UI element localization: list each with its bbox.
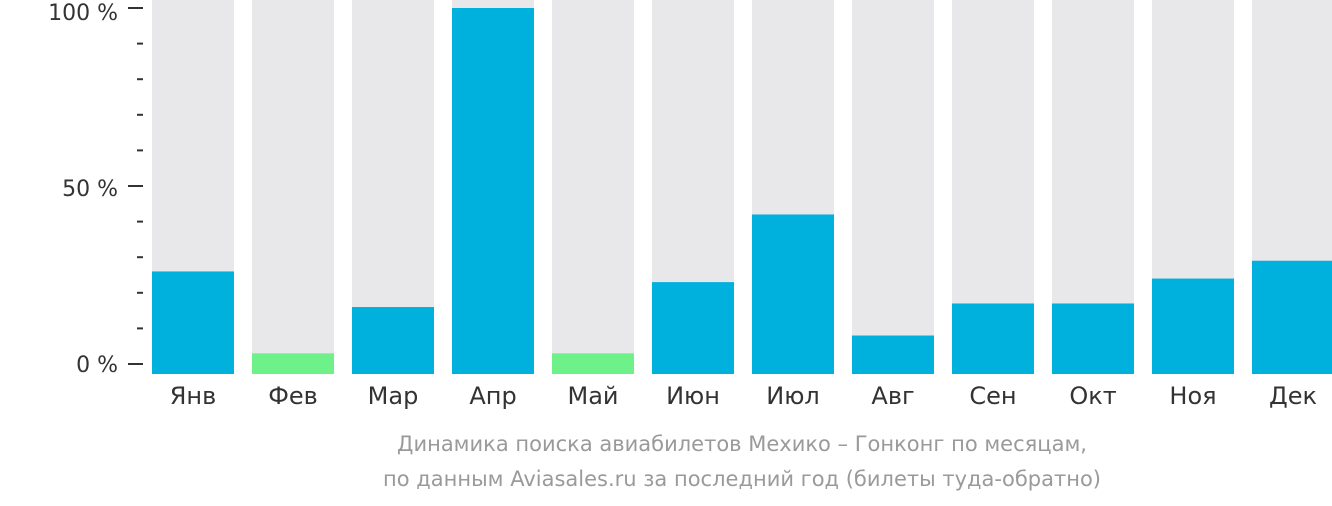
x-tick-label-12: Дек [1269,382,1317,410]
caption-line-2: по данным Aviasales.ru за последний год … [383,467,1101,491]
bar-2 [252,353,334,374]
bar-11 [1152,278,1234,374]
chart-caption: Динамика поиска авиабилетов Мехико – Гон… [383,432,1101,491]
x-tick-label-4: Апр [469,382,516,410]
bar-6 [652,282,734,374]
y-tick-label-100: 100 % [48,1,118,26]
x-tick-label-2: Фев [268,382,318,410]
x-tick-label-5: Май [567,382,618,410]
bar-5 [552,353,634,374]
x-tick-label-3: Мар [368,382,419,410]
bar-10 [1052,303,1134,374]
x-tick-label-8: Авг [871,382,914,410]
bar-background-8 [852,0,934,374]
x-tick-label-1: Янв [170,382,217,410]
bar-9 [952,303,1034,374]
bar-4 [452,8,534,374]
bar-1 [152,271,234,374]
y-tick-label-0: 0 % [76,353,118,378]
x-tick-label-11: Ноя [1169,382,1216,410]
x-tick-label-7: Июл [766,382,820,410]
bar-7 [752,214,834,374]
x-axis-labels: Янв Фев Мар Апр Май Июн Июл Авг Сен Окт Ноя Дек [170,382,1317,410]
bar-12 [1252,260,1332,374]
bar-background-5 [552,0,634,374]
bars-group [152,0,1332,374]
bar-8 [852,335,934,374]
bar-background-2 [252,0,334,374]
x-tick-label-9: Сен [969,382,1016,410]
caption-line-1: Динамика поиска авиабилетов Мехико – Гон… [397,432,1087,456]
y-axis: 0 % 50 % 100 % [48,1,143,378]
x-tick-label-10: Окт [1069,382,1116,410]
x-tick-label-6: Июн [666,382,720,410]
y-tick-label-50: 50 % [62,177,118,202]
bar-3 [352,307,434,374]
